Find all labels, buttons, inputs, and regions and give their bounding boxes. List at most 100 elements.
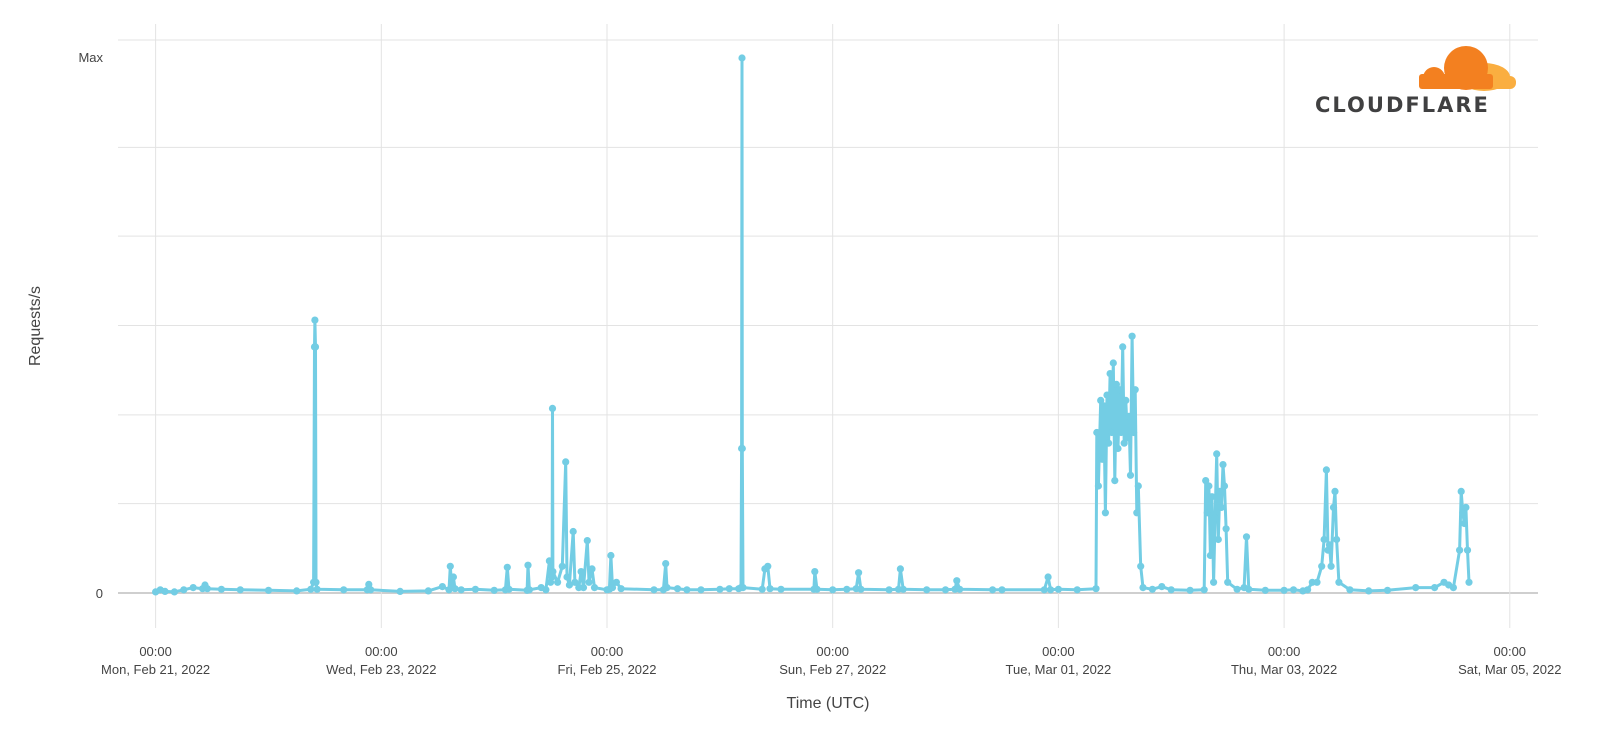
data-point (438, 583, 446, 591)
data-point (1115, 386, 1124, 394)
data-point (1220, 482, 1229, 490)
data-point (953, 577, 961, 585)
data-point (1329, 503, 1338, 511)
x-tick-date-label: Thu, Mar 03, 2022 (1231, 662, 1337, 677)
data-point (236, 586, 244, 594)
data-point (1459, 509, 1467, 517)
data-point (697, 586, 705, 594)
data-point (307, 585, 315, 593)
y-tick-label: Max (78, 50, 103, 65)
data-point (1457, 487, 1465, 495)
data-point (548, 404, 557, 412)
data-point (524, 561, 532, 569)
data-point (683, 586, 691, 594)
data-point (1313, 578, 1321, 586)
data-point (607, 551, 615, 560)
series-line (154, 56, 1471, 594)
data-point (1261, 586, 1269, 594)
data-point (1289, 586, 1298, 594)
data-point (1331, 487, 1339, 495)
data-point (1456, 546, 1464, 554)
data-point (180, 586, 188, 594)
data-point (1325, 541, 1334, 549)
data-point (451, 585, 459, 593)
data-point (662, 560, 670, 568)
data-point (1111, 477, 1119, 485)
x-tick-time-label: 00:00 (1494, 644, 1527, 659)
data-point (471, 585, 479, 593)
x-axis-ticks: 00:00 Mon, Feb 21, 2022 00:00 Wed, Feb 23, … (101, 644, 1561, 677)
data-point (1322, 466, 1330, 474)
data-point (1211, 514, 1219, 522)
x-tick-date-label: Wed, Feb 23, 2022 (326, 662, 436, 677)
data-point (577, 568, 585, 576)
data-point (764, 562, 772, 570)
data-point (998, 586, 1006, 594)
data-point (579, 584, 588, 592)
data-point (569, 527, 577, 536)
data-point (1093, 428, 1101, 437)
data-point (1137, 562, 1145, 570)
data-point (1327, 562, 1335, 570)
x-tick-date-label: Fri, Feb 25, 2022 (558, 662, 657, 677)
data-point (1346, 586, 1354, 594)
data-point (663, 584, 671, 592)
data-point (365, 580, 373, 589)
data-point (1463, 546, 1472, 554)
data-point (1412, 584, 1420, 592)
y-axis-title: Requests/s (27, 286, 44, 366)
data-point (1130, 428, 1138, 437)
data-point (588, 565, 596, 573)
data-point (739, 584, 747, 592)
data-point (738, 444, 746, 453)
data-point (1222, 525, 1230, 533)
data-point (590, 584, 599, 592)
data-point (1242, 533, 1251, 541)
data-point (1044, 573, 1052, 581)
data-point (1122, 396, 1130, 404)
data-point (293, 587, 301, 595)
x-tick-date-label: Mon, Feb 21, 2022 (101, 662, 210, 677)
x-tick-date-label: Sat, Mar 05, 2022 (1458, 662, 1561, 677)
data-point (571, 578, 579, 586)
cloud-icon (1419, 46, 1516, 91)
data-point (161, 587, 169, 596)
data-point (396, 587, 404, 596)
series-requests (152, 54, 1473, 596)
data-point (1383, 586, 1392, 594)
data-point (189, 584, 197, 592)
data-point (340, 586, 348, 594)
data-point (1106, 370, 1114, 378)
data-point (170, 588, 178, 596)
x-tick-time-label: 00:00 (139, 644, 172, 659)
data-point (1304, 586, 1312, 594)
data-point (1206, 551, 1214, 560)
data-point (1216, 487, 1224, 495)
data-point (777, 585, 785, 593)
data-point (1103, 391, 1111, 399)
data-point (264, 586, 273, 594)
data-point (1460, 519, 1468, 528)
data-point (1119, 343, 1127, 351)
data-point (490, 586, 498, 594)
data-point (923, 586, 931, 594)
data-point (1203, 509, 1211, 517)
data-point (612, 578, 621, 586)
data-point (1092, 585, 1100, 593)
data-point (1217, 503, 1225, 511)
data-point (1205, 482, 1213, 490)
x-tick-date-label: Tue, Mar 01, 2022 (1006, 662, 1112, 677)
data-point (1335, 578, 1343, 586)
data-point (1224, 578, 1232, 586)
data-point (1101, 509, 1109, 517)
data-point (424, 587, 432, 595)
grid (118, 24, 1538, 628)
data-point (367, 586, 375, 594)
data-point (885, 586, 893, 594)
data-point (1213, 450, 1221, 458)
x-tick-time-label: 00:00 (1268, 644, 1301, 659)
data-point (1117, 428, 1125, 437)
data-point (1158, 583, 1166, 591)
data-point (1167, 586, 1175, 594)
